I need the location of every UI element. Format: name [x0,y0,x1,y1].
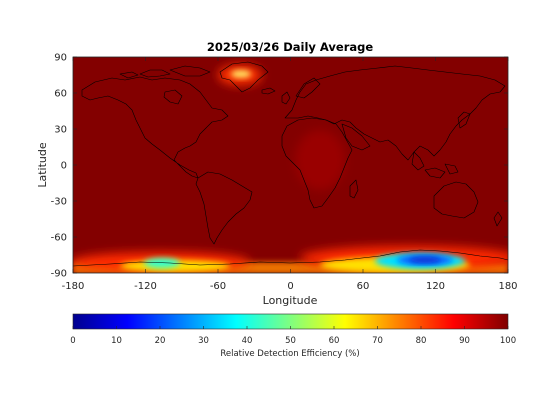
coastline-africa [281,117,353,209]
heat-greenland-yellow [231,70,251,78]
coastline-south-america [195,171,253,245]
map-area [73,57,508,273]
colorbar-tick-label: 10 [111,336,122,346]
coastline-uk [281,91,291,105]
coastlines [73,61,508,267]
y-tick-label: 60 [54,89,67,100]
coastline-madagascar [349,179,359,199]
coastline-new-zealand [493,211,503,227]
colorbar-tick-label: 100 [500,336,516,346]
coastline-greenland [219,61,269,93]
colorbar-tick-label: 80 [416,336,427,346]
coastline-north-america [81,76,229,179]
colorbar-tick-label: 40 [242,336,253,346]
coastline-southeast-asia [411,151,459,179]
heat-antarctic-orange-band [73,262,508,273]
colorbar-tick-label: 20 [155,336,166,346]
heat-east-antarctica-core [409,257,441,263]
x-tick-label: -180 [62,281,85,292]
map-background [73,57,508,273]
heat-layer-greenland [218,65,262,85]
y-axis-label: Latitude [36,142,49,188]
y-tick-label: -60 [51,233,67,244]
coastline-antarctica [73,249,508,267]
x-tick-label: -60 [210,281,226,292]
x-tick-label: 180 [498,281,517,292]
coastline-arabia [341,123,371,151]
chart-title: 2025/03/26 Daily Average [207,40,374,54]
coastline-scandinavia [295,77,321,99]
coastline-japan [457,111,471,129]
coastline-canadian-archipelago [119,65,211,79]
x-tick-label: 60 [357,281,370,292]
coastline-australia [433,181,479,219]
coastline-hudson-bay [163,89,183,105]
y-tick-label: -90 [51,269,67,280]
x-tick-label: 0 [287,281,293,292]
x-axis-label: Longitude [263,294,318,307]
y-tick-label: 0 [61,161,67,172]
x-axis: -180 -120 -60 0 60 120 180 [62,57,518,292]
coastline-iceland [261,87,276,95]
heat-layer-africa [295,130,345,190]
x-tick-label: -120 [134,281,157,292]
y-tick-label: 90 [54,53,67,64]
y-tick-label: -30 [51,197,67,208]
heat-africa-tint [295,130,345,190]
y-tick-label: 30 [54,125,67,136]
colorbar-label: Relative Detection Efficiency (%) [220,349,359,359]
colorbar-tick-label: 90 [459,336,470,346]
colorbar-tick-label: 0 [70,336,75,346]
colorbar-tick-label: 60 [329,336,340,346]
colorbar-tick-label: 30 [198,336,209,346]
heat-layer-antarctica [73,246,508,273]
heat-wash-global [73,57,508,273]
y-axis: 90 60 30 0 -30 -60 -90 [51,53,508,280]
colorbar-tick-label: 50 [285,336,296,346]
colorbar-tick-label: 70 [372,336,383,346]
colorbar-ticks: 0 10 20 30 40 50 60 70 80 90 100 [70,326,516,346]
x-tick-label: 120 [426,281,445,292]
